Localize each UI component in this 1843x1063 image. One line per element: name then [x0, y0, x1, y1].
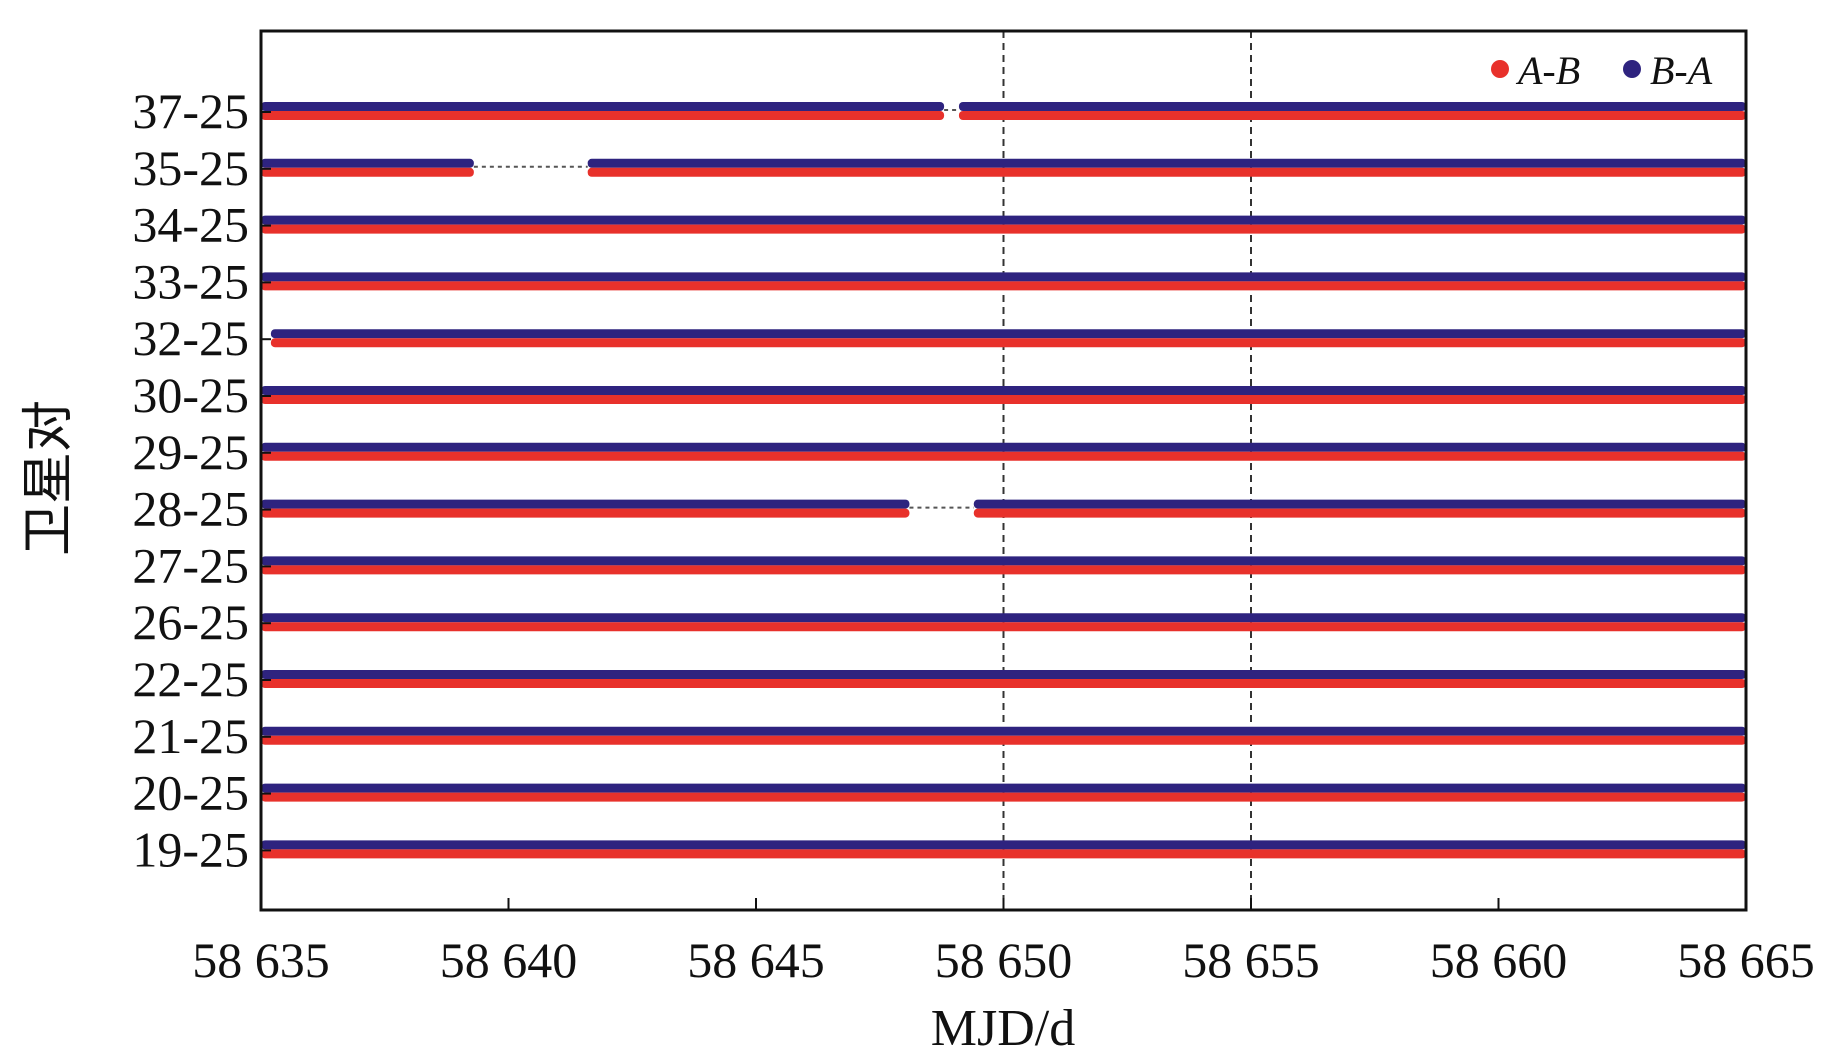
series-a-b-segment: [261, 792, 1746, 802]
x-axis-ticks: 58 635 58 640 58 645 58 650 58 655 58 660 58 6…: [192, 898, 1815, 988]
y-tick-label: 21-25: [132, 708, 249, 764]
series-b-a-segment: [261, 386, 1746, 395]
series-a-b-segment: [587, 167, 1747, 177]
pair-row-29-25: [261, 442, 1746, 461]
x-tick-label: 58 650: [935, 932, 1073, 988]
series-a-b-segment: [261, 451, 1746, 461]
y-tick-label: 32-25: [132, 310, 249, 366]
y-tick-label: 22-25: [132, 651, 249, 707]
x-axis-title: MJD/d: [931, 1000, 1075, 1057]
reference-lines: [1002, 31, 1252, 910]
y-tick-label: 35-25: [132, 140, 249, 196]
series-a-b-segment: [261, 395, 1746, 404]
series-a-b-segment: [261, 565, 1746, 575]
pair-row-19-25: [261, 840, 1746, 859]
series-b-a-segment: [587, 158, 1747, 168]
pair-row-32-25: [270, 329, 1746, 348]
series-a-b-segment: [261, 679, 1746, 688]
y-axis-ticks: 37-2535-2534-2533-2532-2530-2529-2528-25…: [132, 83, 271, 877]
y-tick-label: 34-25: [132, 197, 249, 253]
y-tick-label: 33-25: [132, 253, 249, 309]
pair-row-21-25: [261, 726, 1746, 745]
series-b-a-segment: [261, 158, 474, 168]
y-tick-label: 37-25: [132, 83, 249, 139]
pair-row-37-25: [261, 102, 1746, 120]
legend-marker-b-a: [1623, 60, 1641, 78]
series-a-b-segment: [270, 338, 1746, 348]
series-b-a-segment: [973, 499, 1746, 509]
pair-row-26-25: [261, 613, 1746, 632]
plot-frame: [259, 29, 1748, 912]
pair-row-28-25: [261, 499, 1746, 518]
pair-row-35-25: [261, 158, 1747, 177]
series-b-a-segment: [958, 102, 1746, 111]
y-tick-label: 19-25: [132, 821, 249, 877]
y-tick-label: 28-25: [132, 481, 249, 537]
legend: A-B B-A: [1491, 48, 1713, 93]
series-a-b-segment: [261, 111, 945, 120]
y-tick-label: 27-25: [132, 537, 249, 593]
series-b-a-segment: [261, 726, 1746, 736]
x-tick-label: 58 655: [1182, 932, 1320, 988]
series-b-a-segment: [261, 215, 1746, 225]
series-a-b-segment: [261, 622, 1746, 632]
pair-row-20-25: [261, 783, 1746, 802]
series-b-a-segment: [261, 670, 1746, 679]
pair-row-22-25: [261, 670, 1746, 688]
series-a-b-segment: [261, 849, 1746, 859]
x-tick-label: 58 665: [1677, 932, 1815, 988]
series-b-a-segment: [261, 556, 1746, 566]
y-tick-label: 29-25: [132, 424, 249, 480]
series-a-b-segment: [261, 281, 1746, 291]
series-b-a-segment: [261, 840, 1746, 850]
pair-row-33-25: [261, 272, 1746, 291]
legend-marker-a-b: [1491, 60, 1509, 78]
series-b-a-segment: [261, 442, 1746, 452]
y-tick-label: 30-25: [132, 367, 249, 423]
series-b-a-segment: [261, 272, 1746, 282]
series-a-b-segment: [958, 111, 1746, 120]
x-tick-label: 58 640: [440, 932, 578, 988]
series-b-a-segment: [261, 783, 1746, 793]
series-a-b-segment: [261, 167, 474, 177]
x-tick-label: 58 645: [687, 932, 825, 988]
series-a-b-segment: [261, 735, 1746, 745]
series-b-a-segment: [261, 102, 945, 111]
pair-row-30-25: [261, 386, 1746, 404]
x-tick-label: 58 660: [1430, 932, 1568, 988]
y-tick-label: 26-25: [132, 594, 249, 650]
legend-label-b-a: B-A: [1650, 48, 1713, 93]
x-tick-label: 58 635: [192, 932, 330, 988]
data-bars: [261, 102, 1747, 859]
legend-label-a-b: A-B: [1515, 48, 1580, 93]
series-b-a-segment: [261, 613, 1746, 623]
pair-row-34-25: [261, 215, 1746, 234]
series-a-b-segment: [973, 508, 1746, 518]
series-a-b-segment: [261, 224, 1746, 234]
y-tick-label: 20-25: [132, 765, 249, 821]
series-a-b-segment: [261, 508, 910, 518]
series-b-a-segment: [261, 499, 910, 509]
pair-row-27-25: [261, 556, 1746, 575]
series-b-a-segment: [270, 329, 1746, 339]
y-axis-title: 卫星对: [21, 400, 78, 556]
